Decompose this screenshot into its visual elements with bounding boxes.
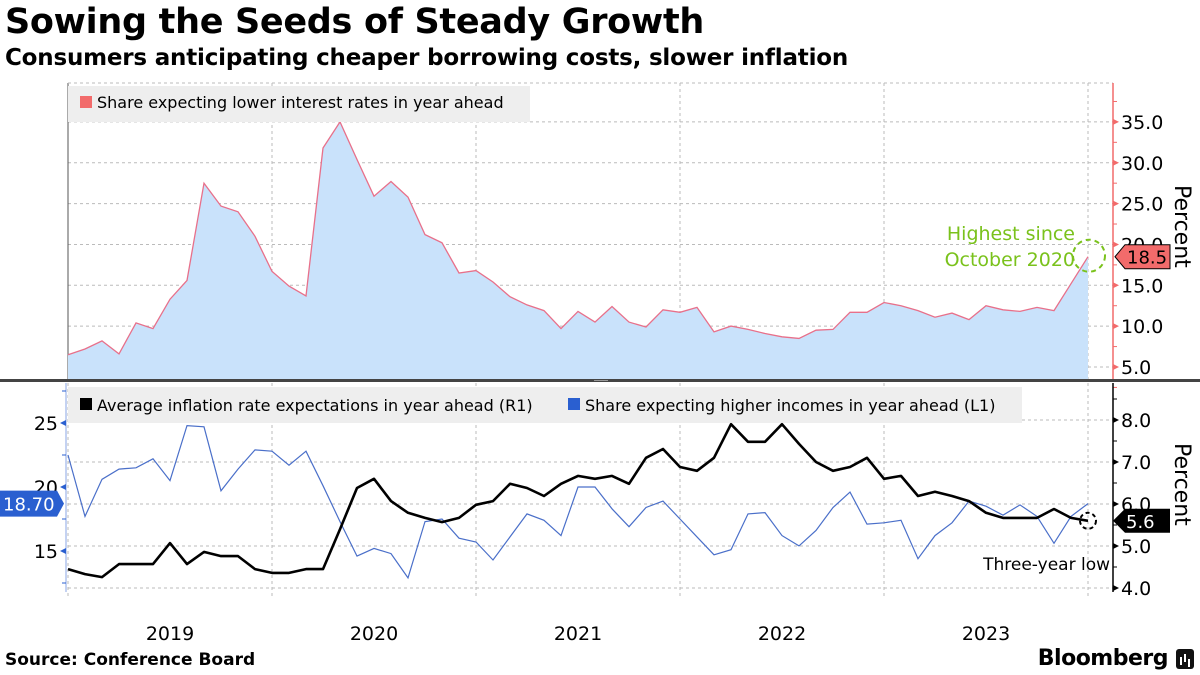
incomes-tag-text: 18.70 — [3, 495, 55, 516]
legend-swatch-inflation — [80, 398, 92, 410]
lower-rates-line — [67, 120, 1089, 356]
top-legend: Share expecting lower interest rates in … — [68, 86, 530, 122]
left-tick-mark — [60, 420, 66, 426]
top-tick-mark — [1113, 159, 1119, 166]
annotation-line-1: Highest since — [947, 223, 1075, 245]
right-tick-mark — [1113, 459, 1119, 465]
chart-title: Sowing the Seeds of Steady Growth — [5, 2, 704, 42]
x-tick-label: 2020 — [350, 623, 398, 645]
legend-swatch-lower-rates — [80, 96, 92, 108]
top-tick-label: 30.0 — [1121, 153, 1163, 175]
low-highlight-circle — [1079, 511, 1097, 530]
last-value-tag-lower-rates: 18.5 — [1114, 244, 1171, 270]
top-tick-mark — [1113, 323, 1119, 330]
lower-rates-area — [68, 121, 1088, 380]
top-tick-label: 10.0 — [1121, 316, 1163, 338]
top-tick-label: 35.0 — [1121, 112, 1163, 134]
inflation-tag-shape — [1113, 508, 1170, 533]
right-tick-mark — [1113, 543, 1119, 549]
bottom-legend: Average inflation rate expectations in y… — [68, 387, 1022, 423]
right-tick-label: 4.0 — [1121, 578, 1151, 600]
bottom-right-axis-ticks: 4.05.06.07.08.0 — [1113, 398, 1151, 600]
inflation-expectations-line — [67, 422, 1089, 579]
x-tick-label: 2021 — [554, 623, 602, 645]
x-tick-label: 2019 — [146, 623, 194, 645]
right-tick-mark — [1113, 417, 1119, 423]
top-tick-mark — [1113, 282, 1119, 289]
legend-label-inflation: Average inflation rate expectations in y… — [97, 396, 533, 415]
top-right-axis-ticks: 5.010.015.020.025.030.035.0 — [1113, 100, 1163, 388]
x-axis-tick-labels: 2019 2020 2021 2022 2023 — [146, 623, 1010, 645]
left-tick-mark — [60, 484, 66, 490]
bottom-legend-box — [68, 387, 1022, 423]
top-tick-mark — [1113, 241, 1119, 248]
inflation-tag-text: 5.6 — [1126, 512, 1155, 533]
incomes-tag-shape — [0, 490, 64, 517]
right-tick-label: 8.0 — [1121, 410, 1151, 432]
top-axis-title: Percent — [1169, 185, 1194, 268]
legend-label-incomes: Share expecting higher incomes in year a… — [585, 396, 995, 415]
source-note: Source: Conference Board — [5, 650, 256, 670]
top-tick-label: 15.0 — [1121, 275, 1163, 297]
top-tick-mark — [1113, 200, 1119, 207]
highlight-circle — [1072, 238, 1106, 273]
annotation-three-year-low: Three-year low — [982, 555, 1110, 575]
bloomberg-terminal-icon — [1176, 649, 1194, 669]
right-tick-mark — [1113, 501, 1119, 507]
chart-subtitle: Consumers anticipating cheaper borrowing… — [5, 45, 849, 71]
last-value-tag-incomes: 18.70 — [0, 490, 64, 517]
legend-label-lower-rates: Share expecting lower interest rates in … — [97, 93, 504, 112]
top-tick-mark — [1113, 364, 1119, 370]
left-tick-mark — [60, 548, 66, 554]
left-tick-label: 15 — [34, 541, 58, 563]
top-legend-box — [68, 86, 530, 122]
last-value-tag-inflation: 5.6 — [1113, 508, 1170, 533]
right-tick-mark — [1113, 585, 1119, 591]
bloomberg-logo: Bloomberg — [1037, 646, 1169, 671]
last-value-tag-text: 18.5 — [1127, 248, 1167, 269]
top-tick-mark — [1113, 118, 1119, 125]
annotation-line-2: October 2020 — [945, 249, 1075, 271]
bottom-axis-title: Percent — [1169, 443, 1194, 526]
right-tick-label: 5.0 — [1121, 536, 1151, 558]
legend-swatch-incomes — [568, 398, 580, 410]
last-value-tag-shape — [1114, 244, 1171, 270]
annotation-highest-since: Highest since October 2020 — [945, 223, 1106, 273]
higher-incomes-line — [67, 424, 1089, 580]
top-gridlines — [67, 82, 1113, 380]
panel-resize-handle — [594, 380, 608, 381]
top-tick-label: 25.0 — [1121, 194, 1163, 216]
x-tick-label: 2022 — [758, 623, 806, 645]
top-tick-label: 5.0 — [1121, 357, 1151, 379]
x-tick-label: 2023 — [962, 623, 1010, 645]
left-tick-label: 25 — [34, 413, 58, 435]
right-tick-label: 7.0 — [1121, 452, 1151, 474]
